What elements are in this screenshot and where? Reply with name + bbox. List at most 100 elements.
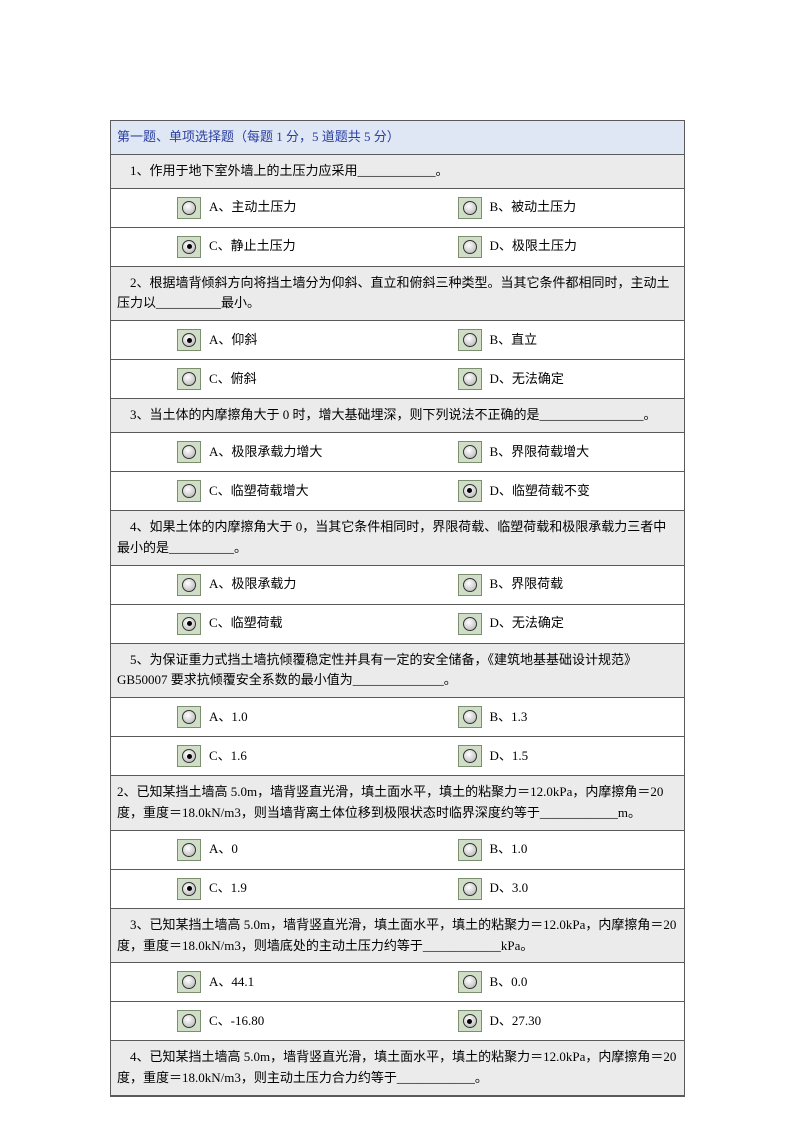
radio-button[interactable] [458, 1010, 482, 1032]
options-row: A、极限承载力 B、界限荷载 [111, 566, 684, 605]
options-row: C、静止土压力 D、极限土压力 [111, 228, 684, 267]
option[interactable]: C、1.9 [117, 874, 398, 904]
radio-button[interactable] [177, 197, 201, 219]
option-label: A、极限承载力增大 [209, 442, 322, 463]
radio-dot [182, 617, 196, 631]
radio-button[interactable] [458, 480, 482, 502]
options-row: C、-16.80D、27.30 [111, 1002, 684, 1041]
option-label: B、界限荷载增大 [490, 442, 590, 463]
radio-button[interactable] [458, 839, 482, 861]
option[interactable]: D、无法确定 [398, 364, 679, 394]
radio-dot [182, 201, 196, 215]
option[interactable]: D、1.5 [398, 741, 679, 771]
radio-button[interactable] [458, 613, 482, 635]
option-label: A、极限承载力 [209, 574, 296, 595]
option[interactable]: B、界限荷载增大 [398, 437, 679, 467]
options-row: C、1.9 D、3.0 [111, 870, 684, 909]
radio-button[interactable] [458, 706, 482, 728]
option[interactable]: C、1.6 [117, 741, 398, 771]
radio-dot [182, 843, 196, 857]
radio-button[interactable] [177, 613, 201, 635]
radio-dot [463, 749, 477, 763]
options-row: A、主动土压力 B、被动土压力 [111, 189, 684, 228]
options-row: A、1.0B、1.3 [111, 698, 684, 737]
radio-button[interactable] [458, 878, 482, 900]
option-label: D、无法确定 [490, 369, 564, 390]
option-label: D、极限土压力 [490, 236, 577, 257]
radio-button[interactable] [458, 236, 482, 258]
options-row: A、极限承载力增大 B、界限荷载增大 [111, 433, 684, 472]
radio-dot [182, 975, 196, 989]
radio-dot [463, 484, 477, 498]
option[interactable]: C、临塑荷载 [117, 609, 398, 639]
radio-button[interactable] [177, 971, 201, 993]
option[interactable]: C、俯斜 [117, 364, 398, 394]
radio-dot [182, 710, 196, 724]
radio-button[interactable] [458, 745, 482, 767]
radio-dot [182, 578, 196, 592]
radio-dot [182, 372, 196, 386]
option[interactable]: B、1.0 [398, 835, 679, 865]
option[interactable]: C、临塑荷载增大 [117, 476, 398, 506]
option-label: B、界限荷载 [490, 574, 564, 595]
option-label: C、1.9 [209, 878, 247, 899]
option[interactable]: A、44.1 [117, 967, 398, 997]
radio-button[interactable] [458, 329, 482, 351]
radio-button[interactable] [177, 441, 201, 463]
radio-dot [182, 1014, 196, 1028]
option[interactable]: A、主动土压力 [117, 193, 398, 223]
option-label: C、俯斜 [209, 369, 257, 390]
radio-button[interactable] [458, 441, 482, 463]
option-label: A、仰斜 [209, 330, 257, 351]
option[interactable]: A、仰斜 [117, 325, 398, 355]
radio-button[interactable] [177, 878, 201, 900]
option[interactable]: D、27.30 [398, 1006, 679, 1036]
radio-button[interactable] [177, 480, 201, 502]
option[interactable]: D、无法确定 [398, 609, 679, 639]
option[interactable]: C、静止土压力 [117, 232, 398, 262]
radio-button[interactable] [177, 368, 201, 390]
option-label: D、无法确定 [490, 613, 564, 634]
options-row: C、1.6D、1.5 [111, 737, 684, 776]
option[interactable]: B、界限荷载 [398, 570, 679, 600]
option[interactable]: B、被动土压力 [398, 193, 679, 223]
radio-dot [463, 445, 477, 459]
radio-button[interactable] [177, 236, 201, 258]
option[interactable]: A、1.0 [117, 702, 398, 732]
question-row: 4、已知某挡土墙高 5.0m，墙背竖直光滑，填土面水平，填土的粘聚力＝12.0k… [111, 1041, 684, 1096]
question-row: 2、根据墙背倾斜方向将挡土墙分为仰斜、直立和俯斜三种类型。当其它条件都相同时，主… [111, 267, 684, 322]
option-label: B、直立 [490, 330, 538, 351]
radio-button[interactable] [177, 706, 201, 728]
option[interactable]: B、直立 [398, 325, 679, 355]
option[interactable]: D、临塑荷载不变 [398, 476, 679, 506]
option[interactable]: D、3.0 [398, 874, 679, 904]
option-label: D、临塑荷载不变 [490, 481, 590, 502]
question-row: 5、为保证重力式挡土墙抗倾覆稳定性并具有一定的安全储备，《建筑地基基础设计规范》… [111, 644, 684, 699]
radio-button[interactable] [458, 368, 482, 390]
radio-button[interactable] [458, 971, 482, 993]
radio-dot [182, 749, 196, 763]
radio-button[interactable] [458, 574, 482, 596]
radio-button[interactable] [177, 1010, 201, 1032]
option[interactable]: B、0.0 [398, 967, 679, 997]
option[interactable]: D、极限土压力 [398, 232, 679, 262]
option[interactable]: A、极限承载力 [117, 570, 398, 600]
option-label: A、主动土压力 [209, 197, 296, 218]
radio-dot [463, 882, 477, 896]
option[interactable]: C、-16.80 [117, 1006, 398, 1036]
radio-dot [463, 710, 477, 724]
radio-dot [463, 617, 477, 631]
option[interactable]: A、极限承载力增大 [117, 437, 398, 467]
option-label: C、临塑荷载增大 [209, 481, 309, 502]
radio-button[interactable] [177, 329, 201, 351]
radio-dot [182, 240, 196, 254]
radio-dot [463, 1014, 477, 1028]
radio-button[interactable] [177, 574, 201, 596]
option-label: B、0.0 [490, 972, 528, 993]
option-label: B、1.0 [490, 839, 528, 860]
radio-button[interactable] [177, 745, 201, 767]
option[interactable]: B、1.3 [398, 702, 679, 732]
option[interactable]: A、0 [117, 835, 398, 865]
radio-button[interactable] [458, 197, 482, 219]
radio-button[interactable] [177, 839, 201, 861]
